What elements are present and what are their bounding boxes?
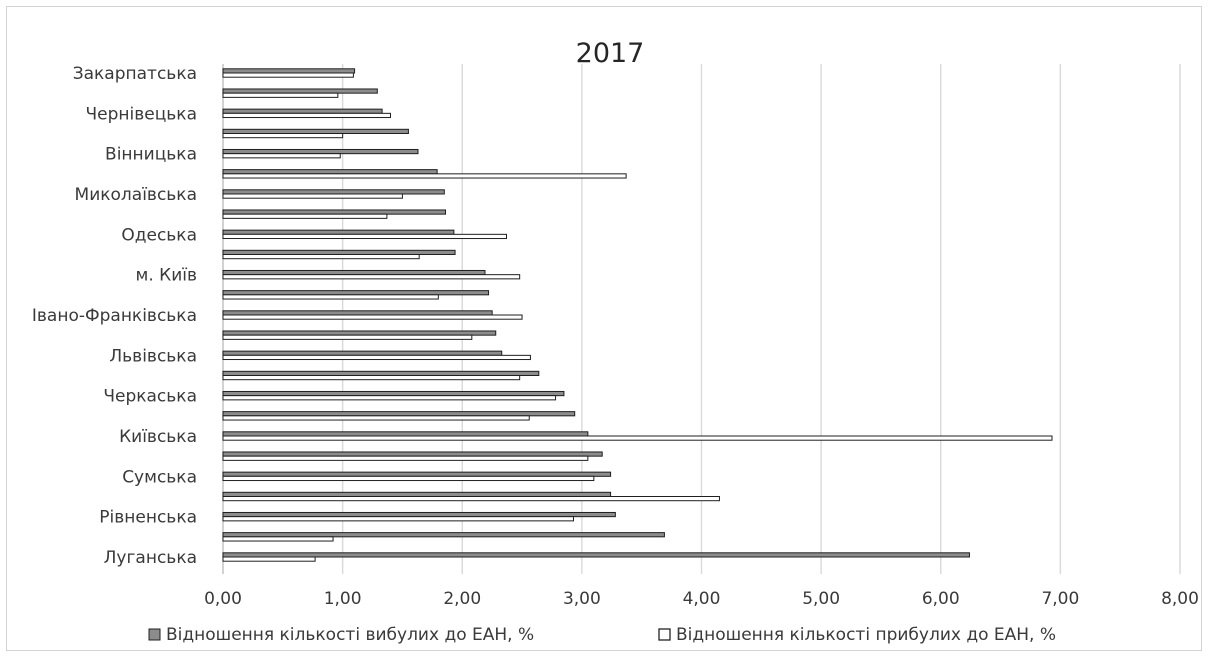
- bar-outflow: [222, 330, 497, 336]
- bar-inflow: [222, 274, 521, 280]
- x-tick-labels: 0,00 1,00 2,00 3,00 4,00 5,00 6,00 7,00 8,00: [204, 589, 1199, 609]
- bar-inflow: [222, 435, 1053, 441]
- bar-outflow: [222, 249, 456, 256]
- category-label: Черкаська: [103, 387, 197, 407]
- category-label: Львівська: [109, 346, 197, 366]
- bar-inflow: [222, 496, 720, 502]
- bar-outflow: [222, 209, 447, 215]
- category-label: Івано-Франківська: [32, 306, 197, 326]
- bar-inflow: [222, 314, 523, 320]
- category-label: м. Київ: [136, 266, 198, 286]
- bar-inflow: [222, 133, 344, 139]
- legend-swatch-outflow: [148, 628, 161, 641]
- bar-outflow: [222, 370, 540, 376]
- bar-inflow: [222, 72, 354, 78]
- x-tick-label: 3,00: [563, 589, 601, 609]
- bar-inflow: [222, 556, 316, 562]
- legend-swatch-inflow: [658, 628, 671, 641]
- bar-outflow: [222, 189, 445, 195]
- bar-inflow: [222, 475, 595, 482]
- category-label: Чернівецька: [86, 104, 198, 124]
- bar-outflow: [222, 532, 665, 538]
- bar-inflow: [222, 395, 557, 401]
- chart-frame: [6, 6, 1202, 651]
- bar-inflow: [222, 334, 473, 340]
- bar-outflow: [222, 169, 438, 175]
- bar-outflow: [222, 411, 576, 417]
- legend: Відношення кількості вибулих до ЕАН, % В…: [148, 625, 1056, 645]
- x-tick-label: 1,00: [324, 589, 362, 609]
- bar-outflow: [222, 229, 455, 235]
- bar-inflow: [222, 193, 403, 199]
- bar-inflow: [222, 173, 627, 179]
- category-label: Вінницька: [105, 145, 197, 165]
- bar-outflow: [222, 451, 603, 457]
- category-label: Миколаївська: [75, 185, 197, 205]
- bar-outflow: [222, 350, 503, 356]
- x-tick-label: 7,00: [1041, 589, 1079, 609]
- x-tick-label: 5,00: [802, 589, 840, 609]
- bar-inflow: [222, 455, 589, 461]
- category-label: Закарпатська: [73, 64, 197, 84]
- category-labels: Закарпатська Чернівецька Вінницька Миколаїв…: [32, 64, 197, 568]
- x-tick-label: 6,00: [922, 589, 960, 609]
- gridlines: [222, 64, 1181, 574]
- bar-inflow: [222, 294, 439, 300]
- bar-inflow: [222, 92, 339, 98]
- bar-outflow: [222, 431, 589, 437]
- bar-inflow: [222, 254, 420, 260]
- bar-outflow: [222, 511, 616, 518]
- bar-outflow: [222, 290, 490, 296]
- bar-outflow: [222, 390, 565, 397]
- bar-inflow: [222, 415, 530, 421]
- bar-inflow: [222, 112, 391, 119]
- category-label: Київська: [119, 427, 197, 447]
- category-label: Сумська: [122, 467, 197, 487]
- bar-inflow: [222, 354, 531, 361]
- bar-inflow: [222, 233, 508, 240]
- x-tick-label: 2,00: [443, 589, 481, 609]
- legend-label-inflow: Відношення кількості прибулих до ЕАН, %: [676, 625, 1056, 645]
- bar-outflow: [222, 471, 612, 477]
- bar-outflow: [222, 552, 970, 558]
- bars: [222, 68, 1053, 562]
- bar-outflow: [222, 148, 419, 155]
- bar-outflow: [222, 491, 612, 497]
- bar-inflow: [222, 153, 341, 159]
- category-label: Рівненська: [99, 508, 197, 528]
- bar-inflow: [222, 516, 575, 522]
- x-tick-label: 4,00: [683, 589, 721, 609]
- bar-outflow: [222, 310, 493, 316]
- category-label: Одеська: [121, 225, 197, 245]
- bar-outflow: [222, 108, 383, 114]
- x-tick-label: 8,00: [1161, 589, 1199, 609]
- bar-inflow: [222, 213, 388, 219]
- chart-title: 2017: [576, 38, 645, 69]
- legend-label-outflow: Відношення кількості вибулих до ЕАН, %: [166, 625, 534, 645]
- bar-inflow: [222, 375, 521, 381]
- x-tick-label: 0,00: [204, 589, 242, 609]
- bar-outflow: [222, 68, 356, 74]
- category-label: Луганська: [104, 548, 197, 568]
- bar-outflow: [222, 269, 486, 276]
- bar-outflow: [222, 128, 409, 135]
- bar-outflow: [222, 88, 378, 94]
- bar-inflow: [222, 536, 334, 542]
